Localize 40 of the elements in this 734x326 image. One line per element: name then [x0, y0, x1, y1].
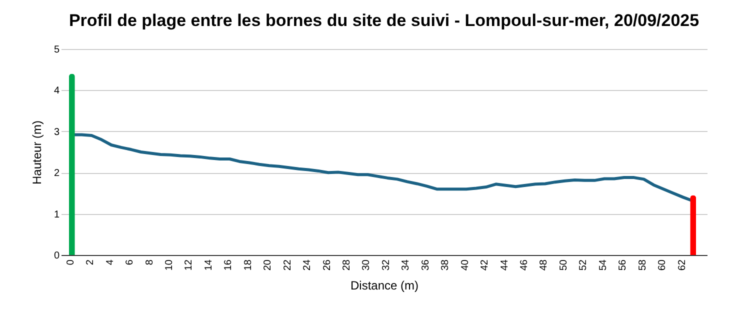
x-tick-label: 12 — [184, 259, 195, 271]
x-tick-label: 62 — [676, 259, 688, 271]
x-tick-label: 0 — [65, 259, 76, 266]
x-tick-label: 28 — [342, 259, 353, 271]
x-tick-label: 20 — [262, 259, 274, 271]
x-tick-label: 18 — [242, 259, 254, 271]
x-tick-label: 22 — [282, 259, 294, 271]
x-tick-label: 58 — [637, 259, 648, 271]
x-tick-label: 2 — [85, 259, 96, 266]
y-axis-title: Hauteur (m) — [30, 120, 44, 185]
x-tick-label: 34 — [400, 259, 412, 271]
y-tick-label: 1 — [54, 209, 60, 220]
y-tick-label: 2 — [54, 168, 60, 180]
x-tick-label: 14 — [203, 259, 214, 271]
x-tick-label: 10 — [164, 259, 176, 271]
x-tick-label: 38 — [440, 259, 452, 271]
x-tick-label: 36 — [420, 259, 432, 271]
x-tick-label: 4 — [104, 259, 116, 266]
x-tick-label: 6 — [124, 259, 136, 266]
x-tick-label: 40 — [460, 259, 471, 271]
x-tick-label: 16 — [223, 259, 234, 271]
x-tick-label: 30 — [361, 259, 372, 271]
x-tick-label: 48 — [538, 259, 550, 271]
x-tick-label: 54 — [598, 259, 609, 271]
y-tick-label: 4 — [54, 86, 60, 97]
x-tick-label: 42 — [480, 259, 491, 271]
x-tick-label: 56 — [618, 259, 629, 271]
chart-title: Profil de plage entre les bornes du site de suivi - Lompoul-sur-mer, 20/09/2025 — [68, 11, 700, 30]
x-tick-label: 46 — [519, 259, 530, 271]
x-axis-title: Distance (m) — [350, 278, 419, 293]
y-tick-label: 5 — [54, 44, 60, 56]
x-tick-label: 32 — [380, 259, 392, 271]
x-tick-label: 44 — [499, 259, 510, 271]
x-tick-label: 50 — [558, 259, 570, 271]
x-tick-label: 8 — [144, 259, 156, 266]
x-tick-label: 24 — [302, 259, 314, 271]
x-tick-label: 52 — [578, 259, 590, 271]
x-tick-label: 60 — [657, 259, 668, 271]
x-tick-label: 26 — [322, 259, 333, 271]
y-tick-label: 3 — [54, 126, 60, 138]
